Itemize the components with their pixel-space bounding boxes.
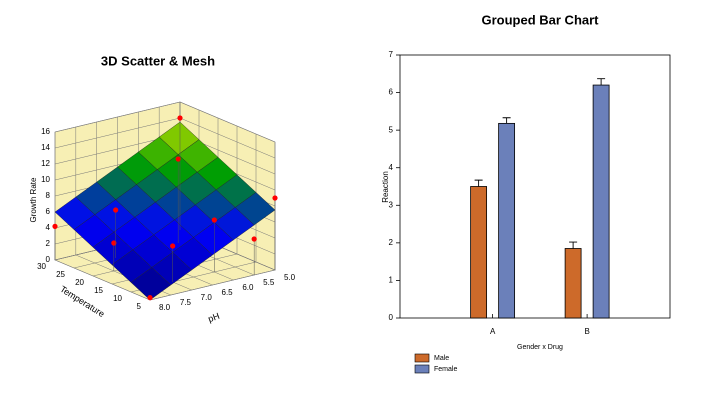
y-tick-label: 1	[389, 276, 394, 285]
scatter-point	[272, 195, 278, 201]
z-tick-label: 14	[41, 143, 50, 152]
y-tick-label: 5.5	[263, 278, 275, 287]
y-tick-label: 7	[389, 50, 394, 59]
y-tick-label: 8.0	[159, 303, 171, 312]
y-tick-label: 0	[389, 313, 394, 322]
scatter-point	[52, 223, 58, 229]
scatter-point	[170, 243, 176, 249]
scatter-point	[177, 115, 183, 121]
scatter-point	[113, 207, 119, 213]
legend-swatch	[414, 353, 430, 363]
z-tick-label: 6	[46, 207, 51, 216]
scatter-point	[251, 236, 257, 242]
legend-label: Male	[434, 355, 449, 362]
bar	[564, 248, 582, 319]
y-tick-label: 3	[389, 200, 394, 209]
z-tick-label: 0	[46, 255, 51, 264]
bar	[470, 186, 488, 319]
y-tick-label: 7.5	[180, 298, 192, 307]
error-bar	[597, 78, 606, 86]
grid-line	[54, 259, 151, 301]
chart-title: 3D Scatter & Mesh	[101, 53, 215, 68]
y-axis-label: pH	[207, 311, 221, 324]
plot-frame	[399, 54, 671, 319]
bar	[592, 84, 610, 319]
x-tick-label: 20	[75, 278, 84, 287]
y-tick-label: 2	[389, 238, 394, 247]
chart-title: Grouped Bar Chart	[481, 12, 599, 27]
scatter-point	[211, 217, 217, 223]
error-bar	[502, 117, 511, 124]
y-tick-label: 5.0	[284, 273, 296, 282]
error-bar	[474, 179, 483, 187]
x-tick-label: 25	[56, 270, 65, 279]
z-tick-label: 10	[41, 175, 50, 184]
scatter-point	[111, 240, 117, 246]
z-tick-label: 12	[41, 159, 50, 168]
x-tick-label: B	[584, 327, 589, 336]
x-tick-label: 5	[137, 302, 142, 311]
z-axis-label: Growth Rate	[29, 177, 38, 222]
x-tick-label: 15	[94, 286, 103, 295]
x-tick-label: A	[490, 327, 496, 336]
x-tick-label: 10	[113, 294, 122, 303]
y-axis-label: Reaction	[381, 171, 390, 203]
z-tick-label: 16	[41, 127, 50, 136]
y-tick-label: 6.0	[242, 283, 254, 292]
y-tick-label: 5	[389, 125, 394, 134]
y-tick-label: 4	[389, 163, 394, 172]
y-tick-label: 6.5	[222, 288, 234, 297]
scatter-point	[175, 156, 181, 162]
z-tick-label: 4	[46, 223, 51, 232]
bar	[498, 122, 516, 319]
z-tick-label: 2	[46, 239, 51, 248]
grid-line	[179, 117, 276, 159]
legend-label: Female	[434, 366, 457, 373]
legend-swatch	[414, 364, 430, 374]
surface-cell	[130, 267, 172, 301]
grid-line	[179, 101, 276, 143]
x-tick-label: 30	[37, 262, 46, 271]
scatter-point	[147, 295, 153, 301]
y-tick-label: 7.0	[201, 293, 213, 302]
y-tick-label: 6	[389, 88, 394, 97]
z-tick-label: 8	[46, 191, 51, 200]
error-bar	[569, 241, 578, 249]
x-axis-label: Gender x Drug	[517, 344, 563, 351]
